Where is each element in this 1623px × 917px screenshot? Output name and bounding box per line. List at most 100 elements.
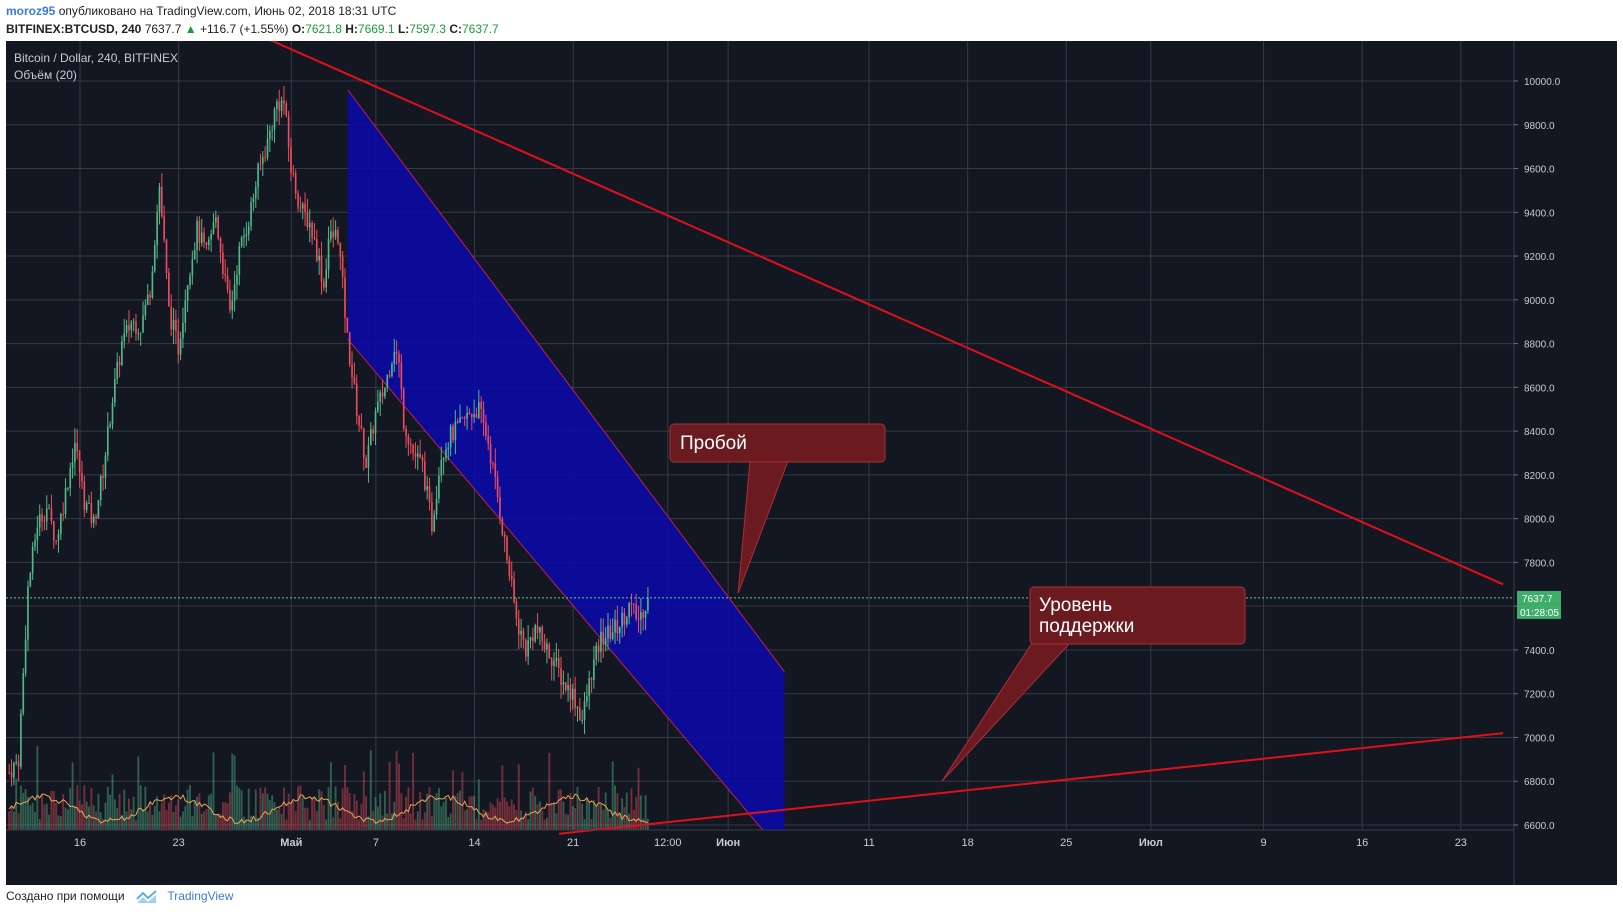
close-label: C: — [449, 22, 462, 36]
candle-body — [172, 320, 175, 330]
candle-body — [118, 361, 121, 365]
candle-body — [135, 321, 137, 334]
volume-bar — [212, 752, 215, 830]
candle-body — [616, 619, 619, 634]
volume-bar — [477, 779, 480, 830]
volume-bar — [447, 817, 450, 830]
price-chart[interactable]: Пробой Уровень поддержки 10000.09800.096… — [6, 29, 1617, 885]
volume-bar — [22, 792, 25, 830]
candle-body — [344, 277, 346, 318]
candle-body — [362, 428, 365, 459]
candle-body — [600, 631, 602, 652]
candle-body — [421, 457, 424, 462]
volume-bar — [454, 795, 457, 830]
volume-bar — [318, 789, 321, 830]
candle-body — [109, 424, 111, 427]
resistance-trendline[interactable] — [248, 29, 1504, 586]
volume-bar — [245, 819, 248, 830]
volume-bar — [167, 802, 170, 830]
volume-bar — [144, 786, 147, 830]
candle-body — [179, 338, 182, 355]
channel-lower-line[interactable] — [347, 338, 764, 831]
volume-bar — [88, 806, 90, 830]
channel-upper-line[interactable] — [347, 89, 785, 673]
candle-body — [114, 378, 116, 403]
candle-body — [315, 239, 318, 261]
candle-body — [116, 361, 119, 379]
volume-bar — [170, 795, 173, 830]
volume-bar — [442, 801, 445, 830]
volume-bar — [207, 795, 210, 830]
volume-bar — [179, 816, 182, 830]
volume-bar — [531, 787, 534, 830]
price-tick-label: 8200.0 — [1524, 471, 1555, 482]
volume-bar — [196, 796, 198, 830]
candle-body — [106, 426, 109, 456]
volume-bar — [581, 804, 584, 830]
volume-bar — [31, 802, 34, 830]
volume-study-label[interactable]: Объём (20) — [14, 68, 77, 82]
candle-body — [374, 411, 377, 434]
candle-body — [231, 300, 234, 311]
candle-body — [210, 234, 212, 240]
author-link[interactable]: moroz95 — [6, 4, 56, 18]
chart-container[interactable]: Пробой Уровень поддержки 10000.0 9800.0 96… — [6, 29, 1617, 890]
candle-body — [433, 514, 436, 532]
support-trendline[interactable] — [558, 732, 1504, 835]
candle-body — [593, 659, 595, 680]
volume-bar — [628, 813, 631, 830]
volume-bar — [172, 811, 175, 830]
volume-bar — [48, 814, 51, 830]
candle-body — [170, 306, 173, 330]
candle-body — [62, 514, 65, 516]
candle-body — [351, 364, 353, 378]
breakout-callout[interactable]: Пробой — [669, 423, 886, 594]
volume-bar — [421, 819, 424, 830]
volume-bar — [106, 786, 109, 830]
volume-bar — [308, 819, 311, 830]
candle-body — [259, 163, 262, 165]
candle-body — [92, 516, 95, 523]
volume-bar — [156, 796, 159, 830]
volume-bar — [402, 818, 405, 830]
volume-bar — [224, 802, 227, 830]
candle-body — [548, 643, 551, 659]
volume-bar — [632, 810, 635, 830]
volume-bar — [513, 804, 516, 830]
candle-body — [569, 685, 572, 700]
price-axis[interactable]: 10000.0 9800.0 9600.0 9400.0 9200.0 9000.0 880… — [1514, 77, 1561, 832]
volume-bar — [609, 817, 612, 830]
time-tick-label: 16 — [1356, 837, 1368, 849]
candle-body — [398, 353, 400, 363]
volume-bar — [252, 819, 255, 830]
volume-bar — [85, 801, 88, 830]
volume-bar — [104, 802, 107, 830]
volume-bar — [132, 796, 135, 830]
candle-body — [36, 527, 39, 541]
candle-body — [470, 413, 473, 418]
volume-bar — [125, 811, 128, 830]
candle-body — [308, 222, 311, 228]
candle-body — [55, 540, 57, 542]
volume-bar — [383, 791, 386, 830]
price-tick-label: 9000.0 — [1524, 296, 1555, 307]
candle-body — [628, 603, 630, 618]
descending-channel[interactable] — [347, 89, 785, 831]
time-axis[interactable]: 16 23 Май 7 14 21 12:00 Июн 11 18 25 Июл 9 16 23 — [74, 837, 1467, 849]
support-callout[interactable]: Уровень поддержки — [941, 586, 1246, 782]
candle-body — [369, 429, 372, 446]
candles — [8, 86, 649, 787]
volume-bar — [433, 798, 436, 830]
tradingview-link[interactable]: TradingView — [167, 889, 234, 903]
volume-bar — [588, 803, 591, 830]
candle-body — [153, 245, 156, 272]
volume-bar — [407, 787, 410, 830]
candle-body — [318, 255, 320, 261]
candle-body — [311, 222, 313, 238]
volume-bar — [491, 804, 494, 830]
volume-bar — [50, 790, 53, 830]
candle-body — [276, 101, 278, 109]
candle-body — [546, 643, 548, 650]
volume-bar — [273, 802, 276, 830]
candle-body — [121, 341, 123, 365]
